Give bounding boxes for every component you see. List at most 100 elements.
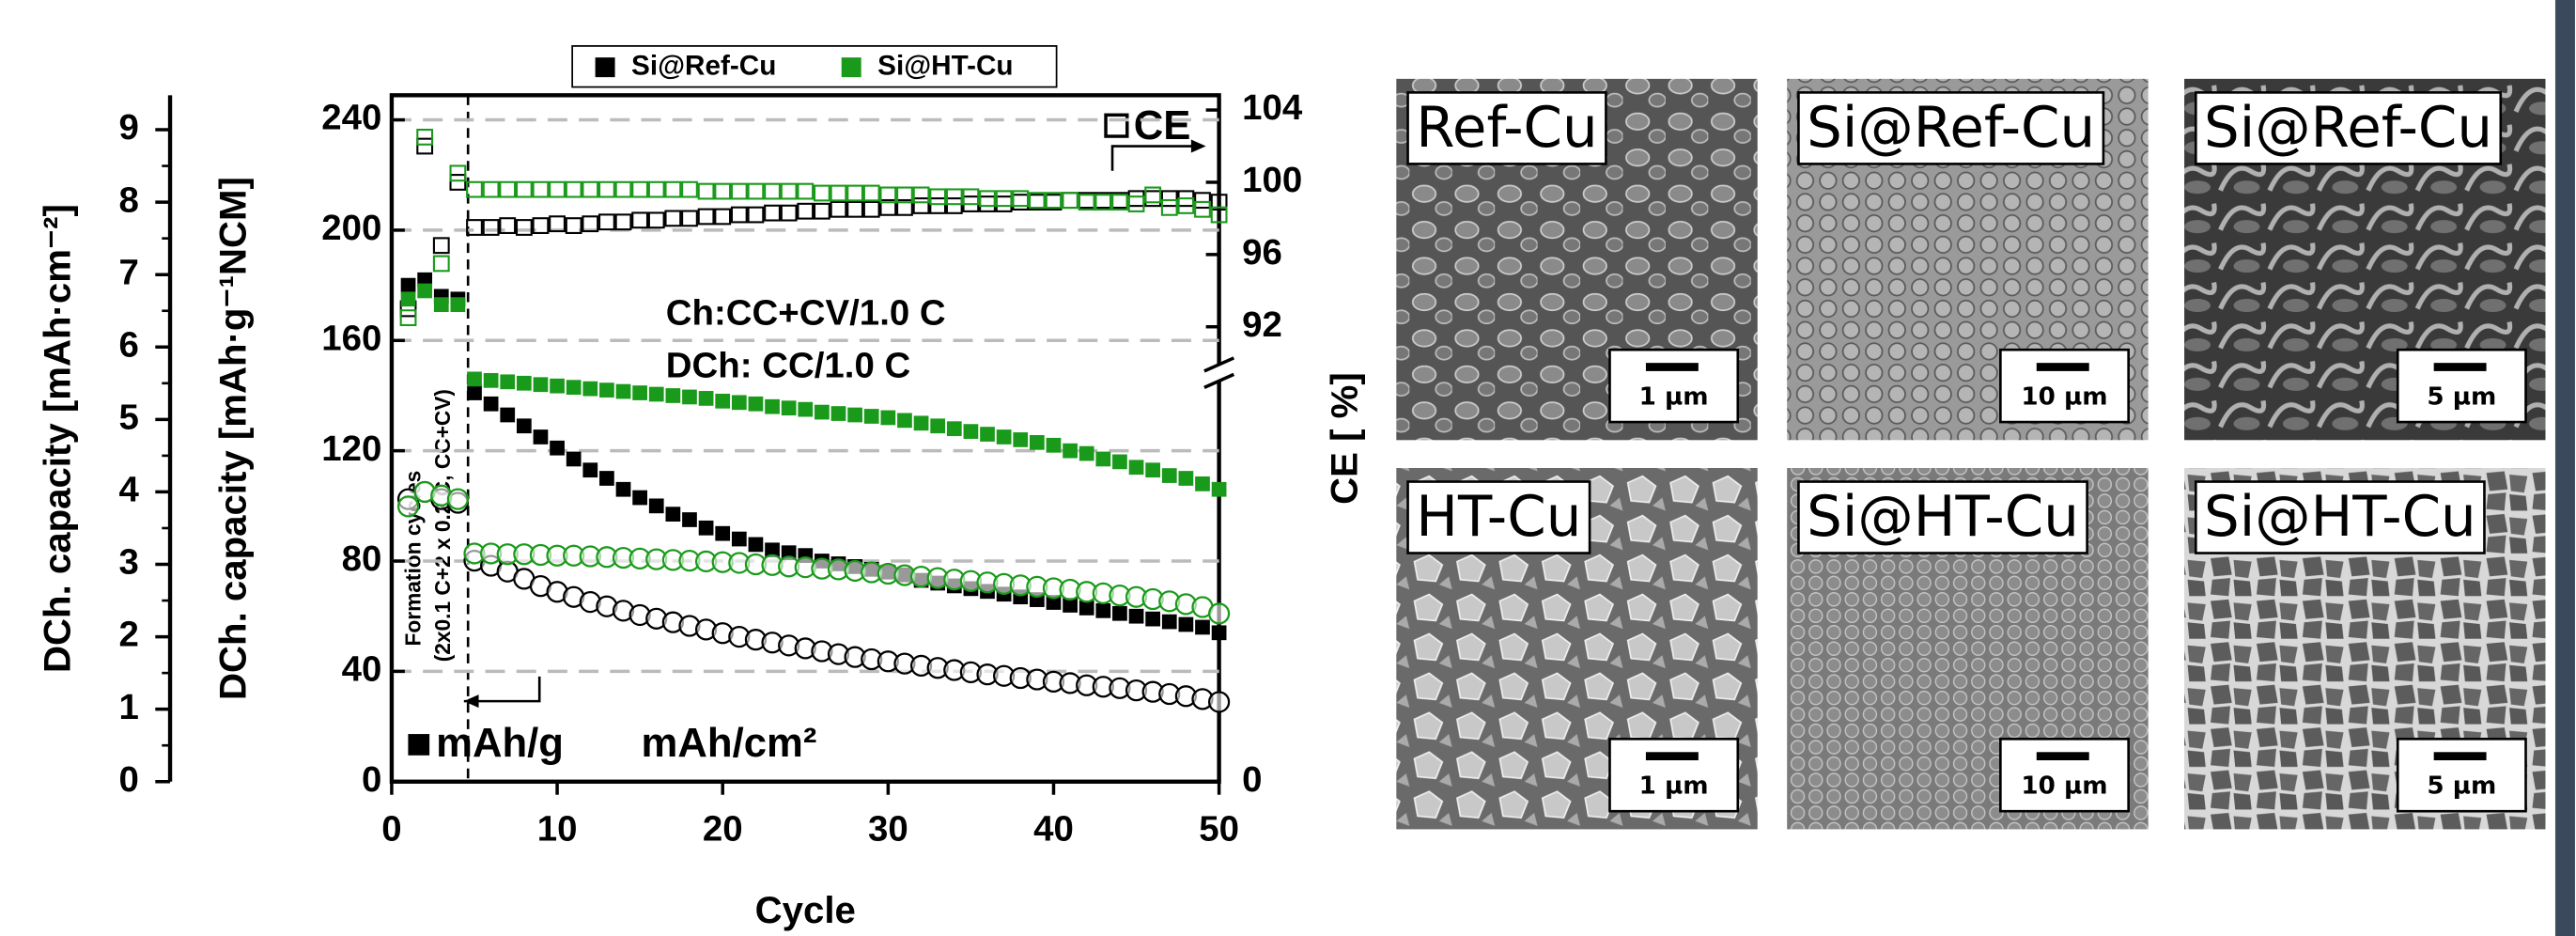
ce-point	[682, 182, 697, 197]
specific-capacity-point	[582, 462, 597, 477]
image-label: HT-Cu	[1416, 485, 1581, 550]
specific-capacity-point	[599, 382, 614, 398]
specific-capacity-point	[582, 382, 597, 397]
ce-point	[666, 211, 681, 226]
specific-capacity-point	[1129, 609, 1144, 624]
ce-point	[517, 220, 532, 235]
annotation: mAh/cm²	[642, 720, 817, 766]
specific-capacity-point	[880, 411, 895, 426]
specific-capacity-point	[749, 397, 764, 412]
specific-capacity-point	[451, 297, 466, 312]
scale-bar	[2037, 363, 2089, 371]
specific-capacity-point	[632, 491, 647, 506]
image-label: Si@HT-Cu	[2204, 485, 2476, 550]
y2-tick-label: 100	[1242, 160, 1302, 200]
specific-capacity-point	[930, 418, 945, 433]
axis-arrow-head	[1191, 140, 1206, 153]
ce-point	[847, 202, 862, 217]
specific-capacity-point	[534, 429, 549, 445]
ce-point	[749, 208, 764, 223]
specific-capacity-point	[616, 384, 631, 399]
specific-capacity-point	[566, 380, 582, 395]
ce-point	[914, 188, 929, 203]
y-tick-label: 80	[342, 538, 382, 579]
specific-capacity-point	[897, 413, 912, 429]
y-tick-label: 200	[321, 208, 381, 248]
scale-bar	[2434, 363, 2487, 371]
specific-capacity-point	[517, 376, 532, 391]
areal-capacity-point	[1209, 692, 1229, 711]
scale-bar-label: 1 µm	[1639, 772, 1709, 800]
areal-capacity-point	[448, 490, 468, 509]
specific-capacity-point	[1129, 460, 1144, 475]
ce-point	[947, 198, 962, 213]
y2-axis-label: CE [ %]	[1324, 372, 1366, 505]
specific-capacity-point	[1145, 612, 1160, 627]
image-label: Si@HT-Cu	[1807, 485, 2079, 550]
specific-capacity-point	[980, 427, 995, 442]
scale-bar-label: 5 µm	[2427, 382, 2496, 411]
specific-capacity-point	[1030, 435, 1045, 450]
ce-point	[930, 198, 945, 213]
ce-point	[484, 220, 499, 235]
ce-point	[517, 182, 532, 197]
scale-bar	[1646, 363, 1699, 371]
y3-axis-label: DCh. capacity [mAh·cm⁻²]	[37, 204, 79, 673]
ce-point	[632, 182, 647, 197]
ce-point	[1129, 191, 1144, 206]
ce-point	[599, 214, 614, 229]
annotation: CE	[1134, 102, 1191, 148]
scale-bar	[2434, 752, 2487, 760]
ce-point	[484, 182, 499, 197]
specific-capacity-point	[1145, 462, 1160, 477]
y-axis-label: DCh. capacity [mAh·g⁻¹NCM]	[212, 177, 255, 700]
specific-capacity-point	[732, 532, 747, 547]
ce-point	[732, 208, 747, 223]
specific-capacity-point	[749, 538, 764, 553]
specific-capacity-point	[534, 377, 549, 392]
ce-point	[534, 182, 549, 197]
specific-capacity-point	[1013, 432, 1028, 447]
specific-capacity-point	[1179, 471, 1194, 486]
y3-tick-label: 8	[118, 179, 138, 220]
ce-point	[401, 310, 416, 325]
specific-capacity-point	[1179, 617, 1194, 632]
ce-point	[815, 186, 830, 201]
x-axis-label: Cycle	[755, 889, 856, 931]
ce-point	[616, 182, 631, 197]
ce-point	[997, 191, 1012, 206]
image-label: Ref-Cu	[1416, 96, 1597, 161]
x-tick-label: 0	[381, 808, 401, 849]
ce-point	[616, 214, 631, 229]
specific-capacity-point	[914, 415, 929, 430]
ce-point	[765, 184, 780, 199]
axis-arrow	[1112, 147, 1196, 171]
ce-point	[500, 182, 515, 197]
x-tick-label: 40	[1033, 808, 1074, 849]
ce-point	[550, 182, 565, 197]
ce-point	[699, 184, 714, 199]
specific-capacity-point	[765, 399, 780, 414]
specific-capacity-point	[500, 408, 515, 423]
scale-bar-label: 5 µm	[2427, 772, 2496, 800]
annotation: Ch:CC+CV/1.0 C	[666, 293, 946, 334]
ce-point	[566, 182, 582, 197]
image-label: Si@Ref-Cu	[2204, 96, 2492, 161]
ce-point	[864, 202, 879, 217]
specific-capacity-point	[550, 441, 565, 456]
specific-capacity-point	[997, 429, 1012, 445]
axis-key-square	[1106, 115, 1127, 136]
specific-capacity-point	[1195, 620, 1210, 635]
y2-tick-label: 92	[1242, 304, 1282, 345]
specific-capacity-point	[1112, 455, 1127, 470]
y-tick-label: 120	[321, 429, 381, 469]
ce-point	[666, 182, 681, 197]
ce-point	[1162, 191, 1177, 206]
ce-point	[732, 184, 747, 199]
annotation: DCh: CC/1.0 C	[666, 346, 911, 386]
ce-point	[682, 211, 697, 226]
specific-capacity-point	[715, 394, 730, 409]
ce-point	[997, 196, 1012, 211]
specific-capacity-point	[550, 379, 565, 394]
specific-capacity-point	[484, 397, 499, 412]
